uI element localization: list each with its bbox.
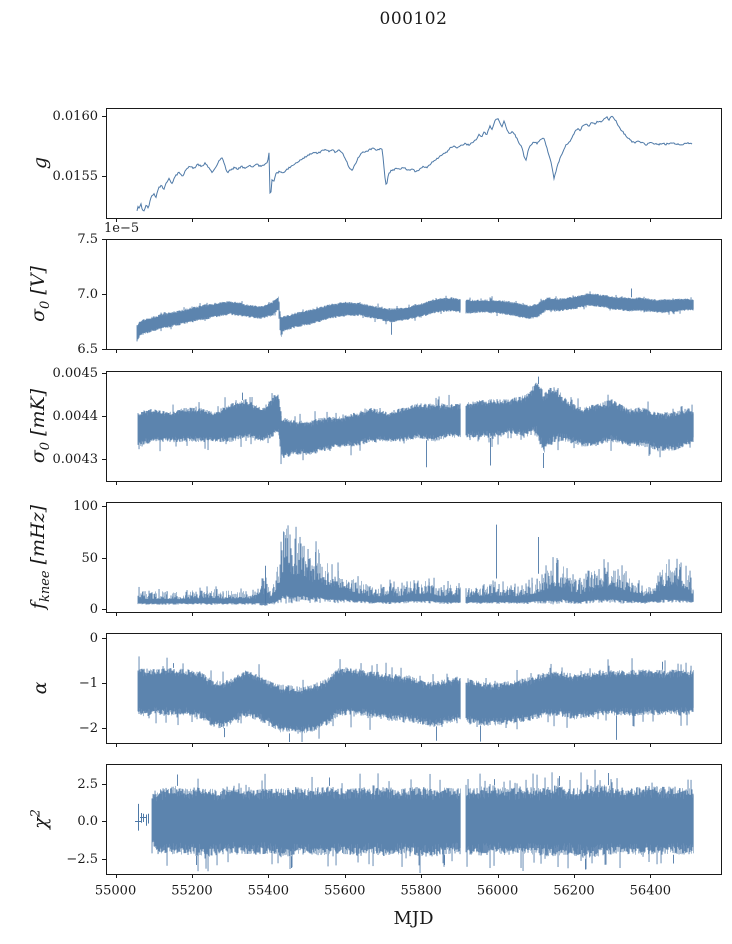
ylabel-fknee: fknee [mHz] — [27, 505, 53, 609]
ylabel-fknee-sub: knee — [37, 570, 53, 603]
ylabel-sigma0-mk-main: σ — [27, 450, 50, 464]
ylabel-g-text: g — [29, 156, 51, 170]
ylabel-chi2-main: χ — [29, 817, 52, 829]
ylabel-g: g — [29, 157, 51, 169]
ylabel-sigma0-mk-unit: [mK] — [27, 388, 50, 442]
ylabel-sigma0-v-sub: 0 — [37, 300, 53, 309]
figure-title: 000102 — [379, 9, 448, 29]
ylabel-sigma0-mk-sub: 0 — [37, 441, 53, 451]
axis-offset-text: 1e−5 — [104, 221, 140, 236]
ylabel-sigma0-v-unit: [V] — [27, 266, 50, 301]
ylabel-sigma0-v-main: σ — [27, 308, 50, 322]
ylabel-alpha: α — [29, 682, 51, 695]
ylabel-chi2-sup: 2 — [28, 809, 44, 818]
ylabel-alpha-text: α — [29, 681, 51, 695]
ylabel-sigma0-mk: σ0 [mK] — [27, 389, 53, 463]
ylabel-fknee-main: f — [27, 602, 50, 610]
ylabel-sigma0-v: σ0 [V] — [27, 266, 53, 322]
ylabel-fknee-unit: [mHz] — [27, 504, 50, 571]
xlabel-mjd: MJD — [393, 908, 434, 929]
ylabel-chi2: χ2 — [28, 809, 51, 829]
